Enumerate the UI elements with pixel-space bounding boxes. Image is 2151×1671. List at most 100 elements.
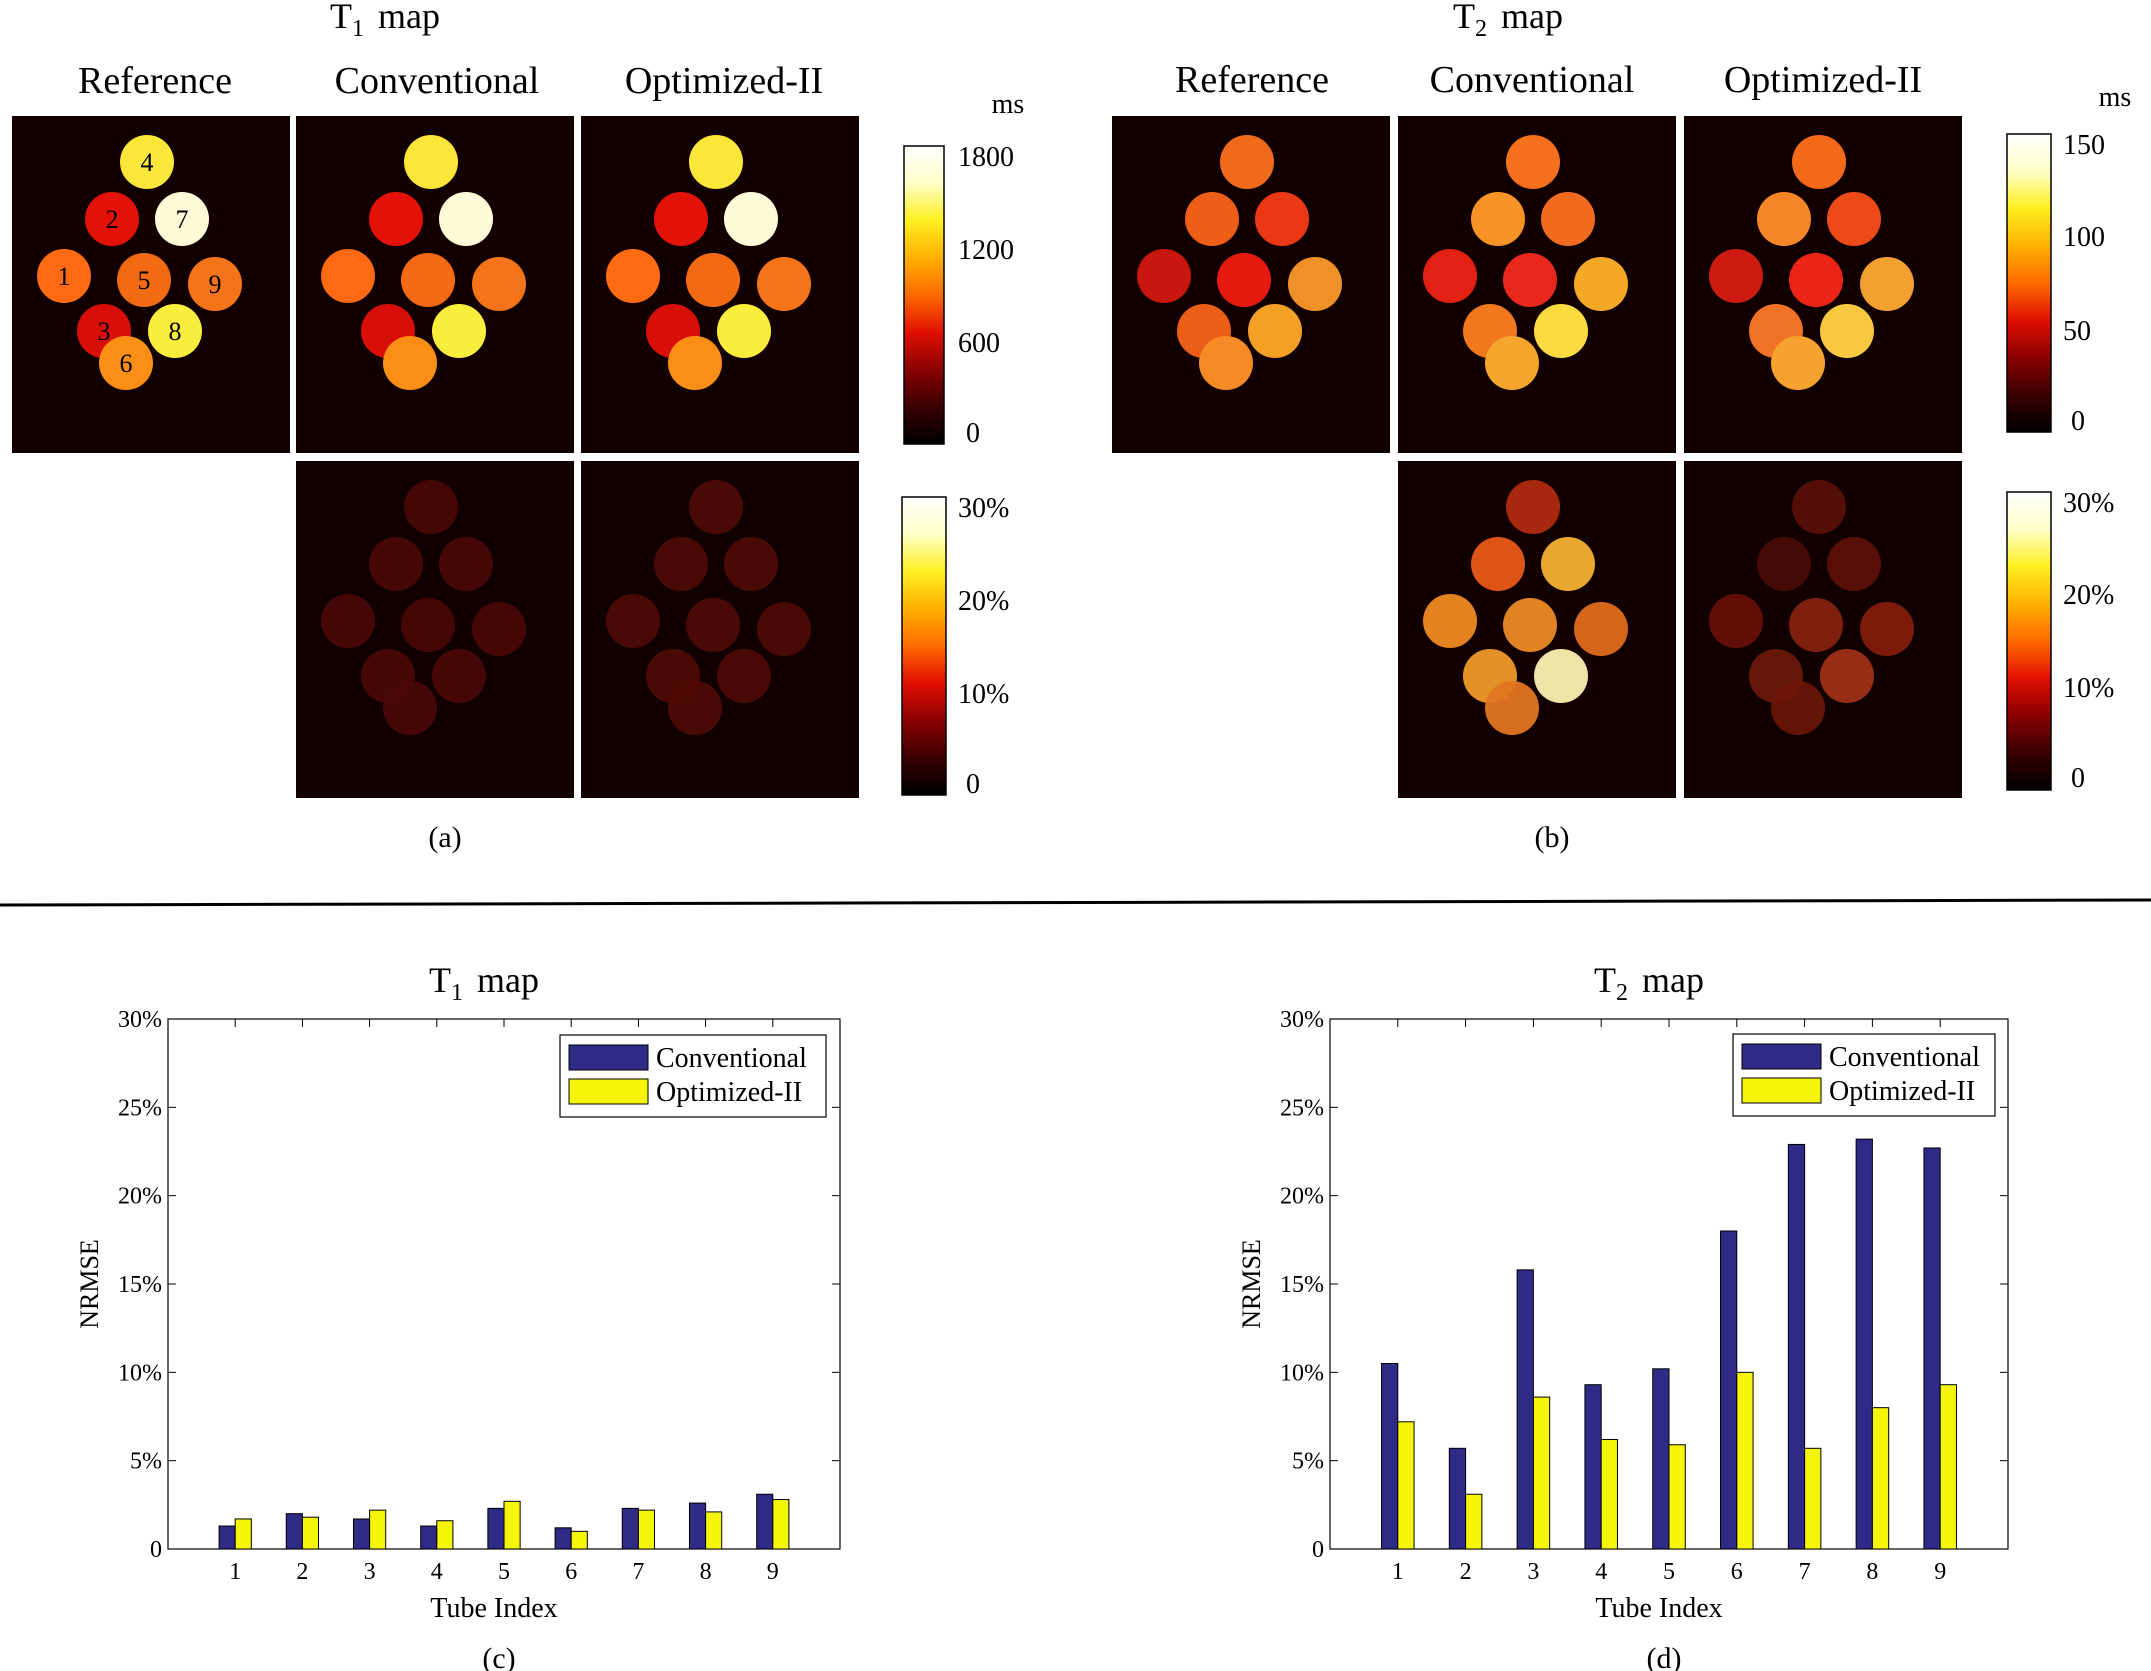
- phantom-tube: [321, 594, 375, 648]
- column-label-reference: Reference: [1175, 59, 1329, 101]
- t1-error-tick: 10%: [958, 679, 1009, 710]
- phantom-tube: [439, 537, 493, 591]
- phantom-tube: [1137, 249, 1191, 303]
- phantom-tube: [404, 135, 458, 189]
- t1-colorbar-tick: 0: [966, 418, 980, 449]
- bar-conventional: [554, 1527, 572, 1550]
- t1-reference-map: 1 2 3 4 5 6 7 89: [12, 116, 290, 453]
- t1-conventional-map: [296, 116, 574, 453]
- x-tick-label: 5: [1663, 1559, 1675, 1585]
- t2-reference-map: [1112, 116, 1390, 453]
- x-tick-label: 3: [1527, 1559, 1539, 1585]
- x-tick-label: 1: [1392, 1559, 1404, 1585]
- bar-conventional: [420, 1525, 438, 1550]
- t1-maps-grid: 1 2 3 4 5 6 7 89: [12, 116, 859, 798]
- y-axis-label: NRMSE: [1237, 1239, 1266, 1329]
- y-tick-label: 30%: [118, 1007, 162, 1033]
- phantom-tube: [401, 253, 455, 307]
- phantom-tube: [654, 192, 708, 246]
- phantom-tube: [689, 135, 743, 189]
- y-tick-label: 10%: [1280, 1360, 1324, 1386]
- chart-d: T2 map 0 5% 10% 15% 20% 25% 30% NRMSE 1 2 3 4 5 6 7 8 9 Tub…: [1237, 960, 2009, 1671]
- bar-conventional: [352, 1518, 371, 1550]
- chart-c: T1 map 0 5% 10% 15% 20% 25% 30% NRMSE 1 2 3 4 5 6 7 8 9 Tub…: [75, 960, 841, 1671]
- panel-b: T2 map Reference Conventional Optimized-I…: [1112, 0, 2131, 854]
- phantom-tube: [1248, 304, 1302, 358]
- t2-error-tick: 20%: [2063, 580, 2114, 611]
- bar-optimized: [570, 1530, 588, 1550]
- phantom-tube: [606, 594, 660, 648]
- chart-title: T2 map: [1594, 960, 1704, 1006]
- phantom-tube: [1199, 336, 1253, 390]
- bar-conventional: [1720, 1230, 1738, 1550]
- t1-optimized-map: [581, 116, 859, 453]
- bar-conventional: [621, 1507, 639, 1550]
- x-tick-label: 6: [565, 1559, 577, 1585]
- phantom-tube: [1185, 192, 1239, 246]
- t1-error-tick: 0: [966, 769, 980, 800]
- t2-error-tick: 0: [2071, 763, 2085, 794]
- y-tick-label: 30%: [1280, 1007, 1324, 1033]
- bar-optimized: [436, 1520, 454, 1550]
- phantom-tube: [439, 192, 493, 246]
- bar-conventional: [285, 1513, 303, 1550]
- column-label-conventional: Conventional: [1430, 59, 1635, 101]
- x-tick-label: 2: [1460, 1559, 1472, 1585]
- panel-b-title: T2 map: [1453, 0, 1563, 42]
- phantom-tube: [1771, 681, 1825, 735]
- y-axis-label: NRMSE: [75, 1239, 104, 1329]
- legend-label-conventional: Conventional: [1829, 1042, 1980, 1073]
- bar-optimized: [369, 1509, 387, 1550]
- phantom-tube: [1534, 649, 1588, 703]
- bar-optimized: [772, 1499, 790, 1550]
- phantom-tube: [85, 192, 139, 246]
- phantom-tube: [321, 249, 375, 303]
- phantom-tube: [1506, 480, 1560, 534]
- panel-a-title: T1 map: [330, 0, 440, 42]
- phantom-tube: [1574, 257, 1628, 311]
- bar-conventional: [487, 1507, 505, 1550]
- phantom-tube: [1827, 192, 1881, 246]
- bar-conventional: [1516, 1269, 1534, 1550]
- phantom-tube: [1485, 336, 1539, 390]
- bar-optimized: [1600, 1438, 1618, 1550]
- y-tick-label: 15%: [1280, 1272, 1324, 1298]
- phantom-tube: [1541, 192, 1595, 246]
- phantom-tube: [1789, 253, 1843, 307]
- bar-optimized: [1397, 1421, 1415, 1550]
- t2-colorbar-tick: 0: [2071, 406, 2085, 437]
- y-tick-label: 5%: [130, 1449, 162, 1475]
- phantom-tube: [1860, 602, 1914, 656]
- t1-error-tick: 20%: [958, 586, 1009, 617]
- bar-optimized: [1871, 1407, 1890, 1550]
- phantom-tube: [155, 192, 209, 246]
- t1-error-tick: 30%: [958, 493, 1009, 524]
- phantom-tube: [1757, 537, 1811, 591]
- phantom-tube: [654, 537, 708, 591]
- legend-label-conventional: Conventional: [656, 1043, 807, 1074]
- bar-conventional: [1584, 1384, 1602, 1550]
- t2-optimized-error-map: [1684, 461, 1962, 798]
- bar-conventional: [1381, 1363, 1399, 1550]
- y-tick-label: 15%: [118, 1272, 162, 1298]
- phantom-tube: [1485, 681, 1539, 735]
- phantom-tube: [472, 257, 526, 311]
- x-tick-label: 8: [700, 1559, 712, 1585]
- phantom-tube: [689, 480, 743, 534]
- t2-colorbar-tick: 50: [2063, 316, 2091, 347]
- bar-conventional: [1787, 1143, 1806, 1550]
- t2-colorbar-tick: 150: [2063, 130, 2105, 161]
- tube-number-label: 8: [169, 317, 182, 346]
- tube-number-label: 9: [209, 270, 222, 299]
- y-tick-label: 20%: [1280, 1184, 1324, 1210]
- legend-swatch-conventional: [568, 1044, 649, 1071]
- phantom-tube: [1423, 594, 1477, 648]
- bar-conventional: [688, 1502, 707, 1550]
- phantom-tube: [1789, 598, 1843, 652]
- t2-colorbar-unit: ms: [2099, 82, 2132, 113]
- phantom-tube: [1506, 135, 1560, 189]
- legend-swatch-optimized: [1741, 1077, 1822, 1104]
- phantom-tube: [1709, 249, 1763, 303]
- phantom-tube: [383, 336, 437, 390]
